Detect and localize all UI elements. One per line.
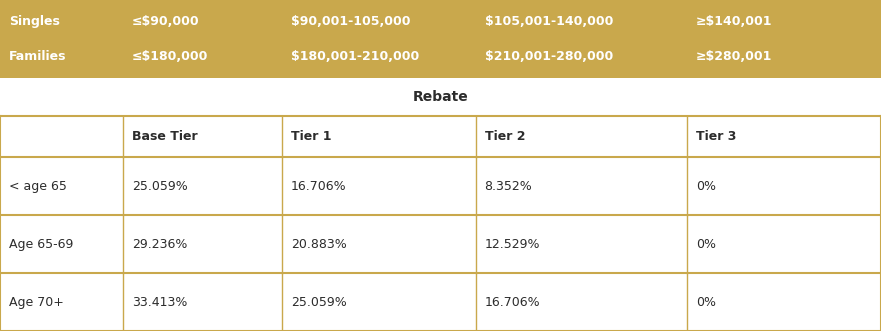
Text: 0%: 0%	[696, 180, 716, 193]
Text: 0%: 0%	[696, 238, 716, 251]
Bar	[0, 273, 881, 331]
Text: ≤$180,000: ≤$180,000	[132, 50, 209, 63]
Text: ≤$90,000: ≤$90,000	[132, 15, 200, 28]
Text: 16.706%: 16.706%	[485, 296, 540, 308]
Text: Age 65-69: Age 65-69	[9, 238, 73, 251]
Text: Singles: Singles	[9, 15, 60, 28]
Bar	[0, 157, 881, 215]
Bar	[0, 215, 881, 273]
Text: Tier 1: Tier 1	[291, 130, 331, 143]
Text: $210,001-280,000: $210,001-280,000	[485, 50, 613, 63]
Text: Age 70+: Age 70+	[9, 296, 63, 308]
Text: $180,001-210,000: $180,001-210,000	[291, 50, 419, 63]
Text: 8.352%: 8.352%	[485, 180, 532, 193]
Text: $90,001-105,000: $90,001-105,000	[291, 15, 411, 28]
Text: < age 65: < age 65	[9, 180, 67, 193]
Text: ≥$140,001: ≥$140,001	[696, 15, 773, 28]
Text: 12.529%: 12.529%	[485, 238, 540, 251]
Text: Families: Families	[9, 50, 66, 63]
Text: 20.883%: 20.883%	[291, 238, 346, 251]
Text: 16.706%: 16.706%	[291, 180, 346, 193]
Text: $105,001-140,000: $105,001-140,000	[485, 15, 613, 28]
Text: 29.236%: 29.236%	[132, 238, 188, 251]
Text: Rebate: Rebate	[412, 90, 469, 104]
Text: ≥$280,001: ≥$280,001	[696, 50, 773, 63]
Text: Tier 2: Tier 2	[485, 130, 525, 143]
Text: 25.059%: 25.059%	[291, 296, 346, 308]
Text: 33.413%: 33.413%	[132, 296, 188, 308]
Bar	[0, 78, 881, 116]
Text: 0%: 0%	[696, 296, 716, 308]
Text: 25.059%: 25.059%	[132, 180, 188, 193]
Bar	[0, 0, 881, 78]
Text: Base Tier: Base Tier	[132, 130, 197, 143]
Text: Tier 3: Tier 3	[696, 130, 737, 143]
Bar	[0, 116, 881, 157]
